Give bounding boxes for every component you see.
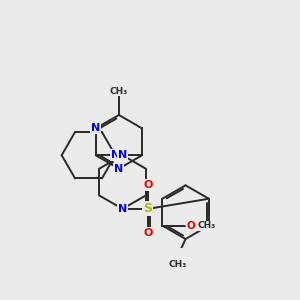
Text: N: N (118, 150, 127, 160)
Text: CH₃: CH₃ (110, 87, 128, 96)
Text: N: N (111, 150, 120, 160)
Text: N: N (118, 150, 127, 160)
Text: N: N (111, 150, 120, 160)
Text: S: S (143, 202, 152, 215)
Text: CH₃: CH₃ (198, 221, 216, 230)
Text: N: N (118, 204, 127, 214)
Text: N: N (91, 123, 100, 134)
Text: CH₃: CH₃ (168, 260, 187, 269)
Text: O: O (143, 228, 153, 238)
Text: O: O (187, 220, 196, 231)
Text: N: N (114, 164, 124, 174)
Text: O: O (143, 180, 153, 190)
